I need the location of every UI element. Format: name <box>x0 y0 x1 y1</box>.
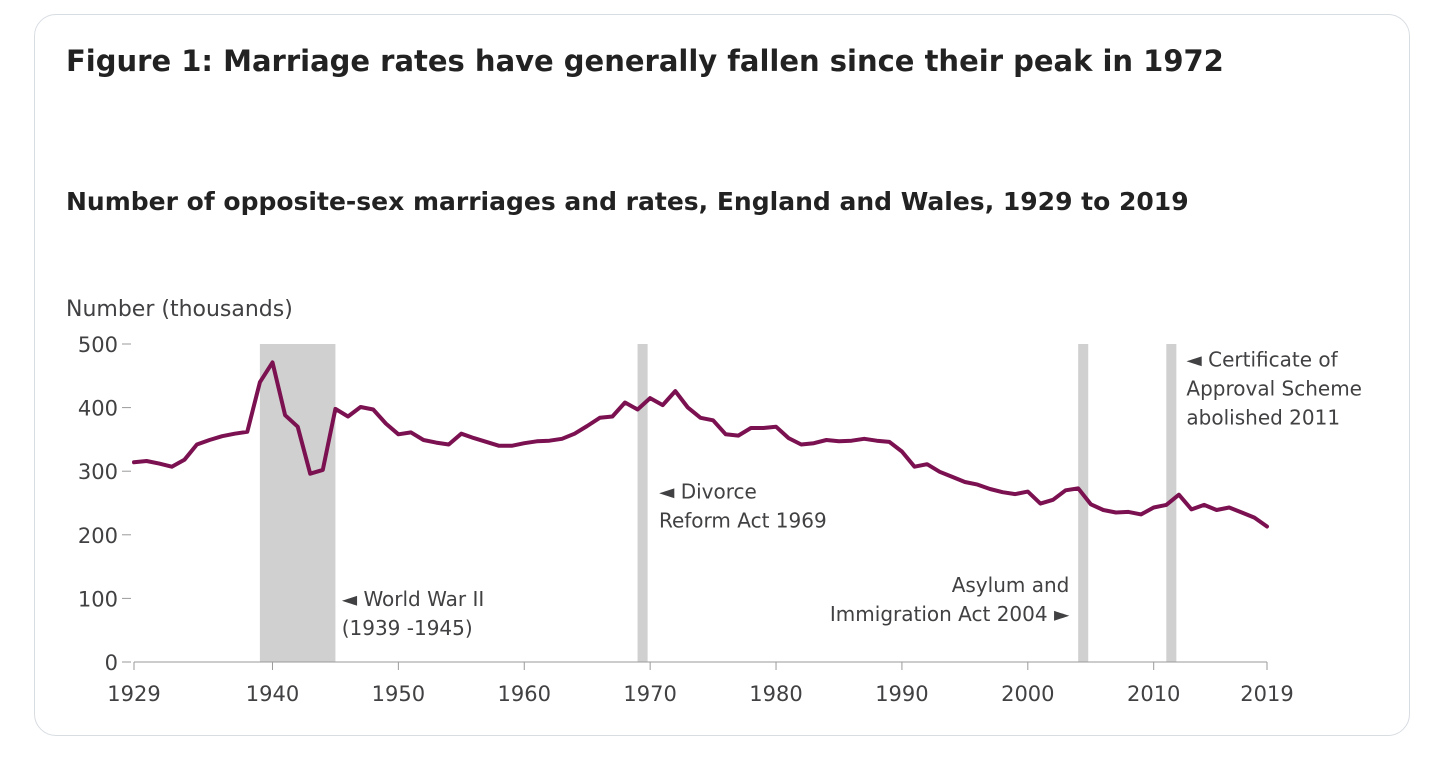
marriages-line <box>132 360 1269 529</box>
x-tick-label: 1970 <box>623 682 676 706</box>
annotation-2-line-1: Immigration Act 2004 ► <box>830 602 1070 626</box>
x-tick-label: 1929 <box>107 682 160 706</box>
annotation-1-line-1: Reform Act 1969 <box>659 509 827 533</box>
x-tick-label: 2010 <box>1127 682 1180 706</box>
event-band-0 <box>259 344 336 662</box>
x-tick-label: 1980 <box>749 682 802 706</box>
x-tick-label: 1990 <box>875 682 928 706</box>
y-tick-label: 0 <box>105 651 118 675</box>
annotation-1-line-0: ◄ Divorce <box>659 480 757 504</box>
chart-subtitle: Number of opposite-sex marriages and rat… <box>66 187 1189 216</box>
annotation-3-line-1: Approval Scheme <box>1186 376 1362 400</box>
x-tick-label: 1960 <box>498 682 551 706</box>
annotation-3-line-0: ◄ Certificate of <box>1186 347 1338 371</box>
x-tick-label: 2000 <box>1001 682 1054 706</box>
page-title: Figure 1: Marriage rates have generally … <box>66 44 1224 78</box>
y-tick-label: 300 <box>78 460 118 484</box>
annotation-0-line-0: ◄ World War II <box>342 587 485 611</box>
y-axis-label: Number (thousands) <box>66 297 293 322</box>
event-band-1 <box>637 344 648 662</box>
annotation-2-line-0: Asylum and <box>952 573 1070 597</box>
y-tick-label: 100 <box>78 587 118 611</box>
x-tick-label: 1940 <box>246 682 299 706</box>
annotation-3-line-2: abolished 2011 <box>1186 405 1340 429</box>
annotation-0-line-1: (1939 -1945) <box>342 616 473 640</box>
event-band-2 <box>1078 344 1089 662</box>
x-tick-label: 2019 <box>1240 682 1293 706</box>
x-tick-label: 1950 <box>372 682 425 706</box>
y-tick-label: 400 <box>78 397 118 421</box>
y-tick-label: 500 <box>78 333 118 357</box>
y-tick-label: 200 <box>78 524 118 548</box>
